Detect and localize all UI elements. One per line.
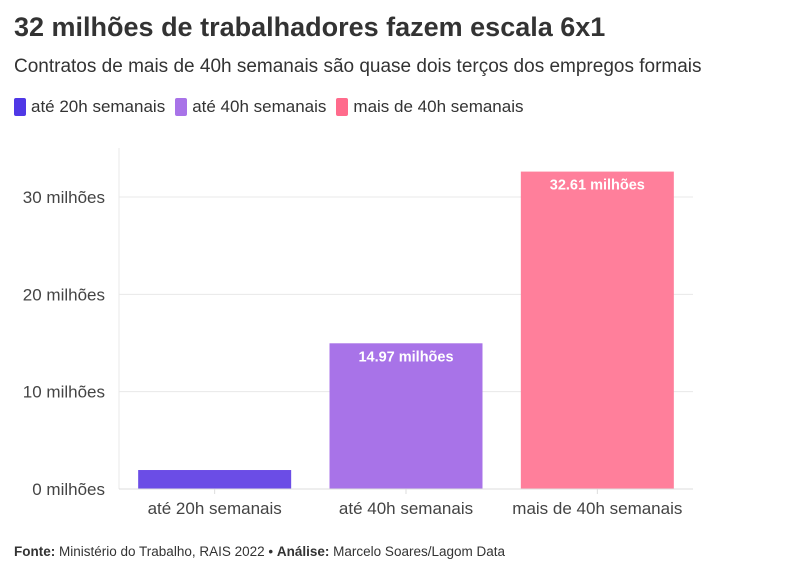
data-label-1: 14.97 milhões — [358, 349, 453, 365]
footer-source-label: Fonte: — [14, 544, 56, 559]
legend-swatch-ate-40h — [175, 98, 188, 116]
legend-swatch-mais-40h — [336, 98, 349, 116]
footer-analysis-text: Marcelo Soares/Lagom Data — [333, 544, 506, 559]
y-tick-label-3: 30 milhões — [23, 188, 105, 207]
bar-1 — [329, 343, 483, 489]
legend-item-ate-20h[interactable]: até 20h semanais — [14, 97, 165, 117]
x-tick-label-1: até 40h semanais — [339, 499, 473, 518]
bar-2 — [520, 171, 674, 489]
legend-label-ate-40h: até 40h semanais — [192, 97, 327, 116]
legend: até 20h semanais até 40h semanais mais d… — [14, 97, 534, 117]
chart-title: 32 milhões de trabalhadores fazem escala… — [14, 12, 606, 42]
y-tick-label-0: 0 milhões — [32, 480, 105, 499]
x-tick-label-0: até 20h semanais — [148, 499, 282, 518]
footer: Fonte: Ministério do Trabalho, RAIS 2022… — [14, 544, 505, 559]
bar-0 — [138, 470, 292, 489]
footer-analysis-label: Análise: — [276, 544, 330, 559]
legend-label-mais-40h: mais de 40h semanais — [353, 97, 524, 116]
chart-subtitle: Contratos de mais de 40h semanais são qu… — [14, 56, 702, 77]
data-label-2: 32.61 milhões — [550, 178, 645, 194]
footer-source-text: Ministério do Trabalho, RAIS 2022 • — [59, 544, 274, 559]
legend-label-ate-20h: até 20h semanais — [31, 97, 166, 116]
legend-item-ate-40h[interactable]: até 40h semanais — [175, 97, 326, 117]
y-tick-label-1: 10 milhões — [23, 383, 105, 402]
legend-item-mais-40h[interactable]: mais de 40h semanais — [336, 97, 524, 117]
legend-swatch-ate-20h — [14, 98, 26, 116]
x-tick-label-2: mais de 40h semanais — [512, 499, 682, 518]
y-tick-label-2: 20 milhões — [23, 285, 105, 304]
